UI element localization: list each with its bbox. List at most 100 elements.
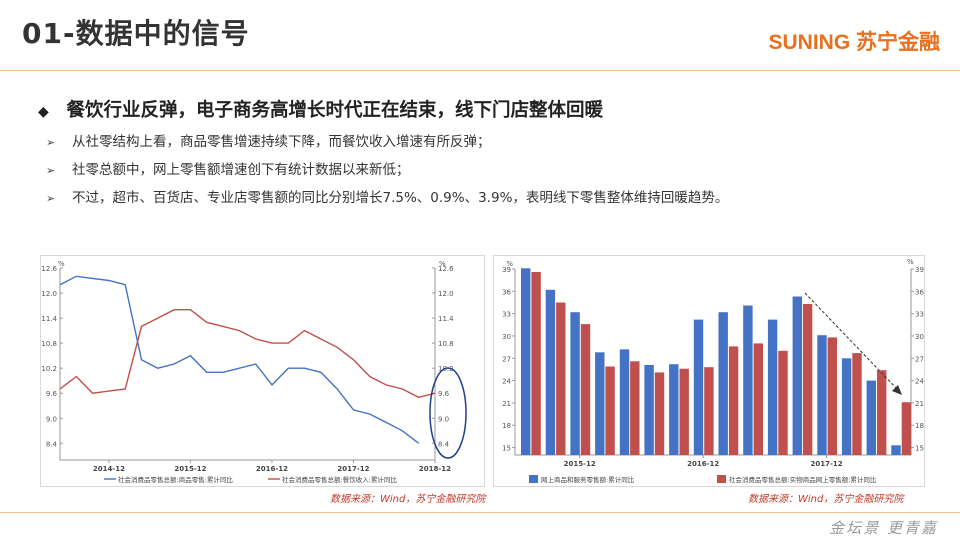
bar (728, 346, 739, 455)
title-divider (0, 70, 960, 71)
slide-title: 01-数据中的信号 (22, 17, 250, 50)
y-tick-label: 36 (502, 288, 511, 296)
bar (679, 368, 689, 455)
y-tick-label: 11.4 (41, 315, 57, 323)
y-tick-label: 21 (502, 400, 511, 408)
watermark: 金坛景 更青嘉 (829, 519, 938, 537)
line-chart: % % 8.4 8.4 9.0 9.0 9.6 9.6 10.2 10.2 10.8 10.8 11.4… (40, 255, 485, 487)
bar (630, 361, 640, 455)
bar-chart: % % 15 15 18 18 21 21 24 24 27 27 30 30 33 33 36 36 39 39 20… (493, 255, 925, 487)
trend-arrow-line (804, 292, 899, 391)
y-tick-label: 39 (915, 266, 924, 274)
source-note: 数据来源：Wind，苏宁金融研究院 (330, 494, 486, 505)
y-tick-label: 12.0 (41, 290, 57, 298)
legend-label: 社会消费品零售总额:餐饮收入:累计同比 (282, 475, 397, 484)
y-tick-label: 9.6 (46, 390, 58, 398)
y-unit-label: % (506, 260, 513, 268)
y-tick-label: 27 (915, 355, 924, 363)
bar (792, 296, 802, 455)
chart-frame (40, 255, 485, 487)
y-unit-label: % (58, 260, 65, 268)
x-tick-label: 2014-12 (93, 465, 125, 473)
y-tick-label: 21 (915, 400, 924, 408)
legend-swatch (529, 475, 538, 483)
y-tick-label: 10.2 (41, 365, 57, 373)
y-tick-label: 15 (502, 445, 511, 453)
bar (556, 302, 566, 455)
x-tick-label: 2015-12 (174, 465, 206, 473)
y-tick-label: 30 (915, 333, 924, 341)
y-tick-label: 18 (915, 422, 924, 430)
x-tick-label: 2015-12 (564, 460, 596, 468)
arrow-bullet-icon: ➢ (46, 136, 56, 149)
bar (669, 364, 679, 455)
bar (619, 349, 630, 455)
bar (841, 358, 852, 455)
y-tick-label: 8.4 (46, 440, 58, 448)
bullet-text: 社零总额中，网上零售额增速创下有统计数据以来新低； (72, 162, 410, 178)
y-tick-label: 33 (915, 311, 924, 319)
x-tick-label: 2018-12 (419, 465, 451, 473)
y-tick-label: 12.0 (438, 290, 454, 298)
y-tick-label: 18 (502, 422, 511, 430)
y-tick-label: 12.6 (438, 265, 454, 273)
y-tick-label: 12.6 (41, 265, 57, 273)
y-tick-label: 10.2 (438, 365, 454, 373)
bullet-item: ➢ 从社零结构上看，商品零售增速持续下降，而餐饮收入增速有所反弹； (46, 128, 728, 156)
bar (718, 312, 728, 455)
y-tick-label: 9.0 (46, 415, 57, 423)
legend-label: 社会消费品零售总额:商品零售:累计同比 (118, 475, 233, 484)
bullet-item: ➢ 不过，超市、百货店、专业店零售额的同比分别增长7.5%、0.9%、3.9%，表… (46, 184, 728, 212)
bar (877, 370, 887, 455)
footer-divider (0, 512, 960, 513)
arrow-bullet-icon: ➢ (46, 192, 56, 205)
bar (531, 272, 541, 455)
y-tick-label: 33 (502, 311, 511, 319)
bar (693, 319, 704, 455)
x-tick-label: 2016-12 (687, 460, 719, 468)
bar (580, 324, 591, 455)
diamond-bullet-icon: ◆ (38, 104, 49, 120)
bar (570, 312, 580, 455)
series-line (59, 275, 420, 444)
y-tick-label: 24 (915, 378, 924, 386)
bar (644, 365, 654, 455)
y-tick-label: 10.8 (438, 340, 454, 348)
bar (802, 304, 813, 455)
bullet-text: 不过，超市、百货店、专业店零售额的同比分别增长7.5%、0.9%、3.9%，表明… (72, 190, 729, 206)
bar (605, 366, 615, 455)
series-line (59, 309, 436, 399)
x-tick-label: 2017-12 (337, 465, 369, 473)
y-tick-label: 11.4 (438, 315, 454, 323)
bar (827, 337, 837, 455)
bar (767, 319, 778, 455)
brand-logo: SUNING 苏宁金融 (768, 31, 940, 54)
highlight-ellipse (429, 367, 467, 459)
legend-label: 社会消费品零售总额:实物商品网上零售额:累计同比 (729, 475, 877, 484)
trend-arrowhead-icon (892, 385, 902, 395)
bar (521, 268, 531, 455)
legend-swatch (717, 475, 726, 483)
bar (545, 289, 556, 455)
bar (595, 352, 605, 455)
bar (753, 343, 763, 455)
x-tick-label: 2017-12 (811, 460, 843, 468)
headline: ◆ 餐饮行业反弹，电子商务高增长时代正在结束，线下门店整体回暖 (38, 96, 603, 122)
bar (901, 402, 912, 455)
bar (743, 305, 753, 455)
y-tick-label: 10.8 (41, 340, 57, 348)
y-tick-label: 24 (502, 378, 511, 386)
bar (778, 350, 788, 455)
arrow-bullet-icon: ➢ (46, 164, 56, 177)
bar (654, 372, 665, 455)
bar (704, 367, 714, 455)
x-tick-label: 2016-12 (256, 465, 288, 473)
source-note: 数据来源：Wind，苏宁金融研究院 (748, 494, 904, 505)
bullet-item: ➢ 社零总额中，网上零售额增速创下有统计数据以来新低； (46, 156, 728, 184)
y-unit-label: % (907, 258, 914, 266)
y-tick-label: 8.4 (438, 440, 450, 448)
y-tick-label: 27 (502, 355, 511, 363)
y-unit-label: % (439, 260, 446, 268)
y-tick-label: 15 (915, 445, 924, 453)
y-tick-label: 9.0 (438, 415, 449, 423)
